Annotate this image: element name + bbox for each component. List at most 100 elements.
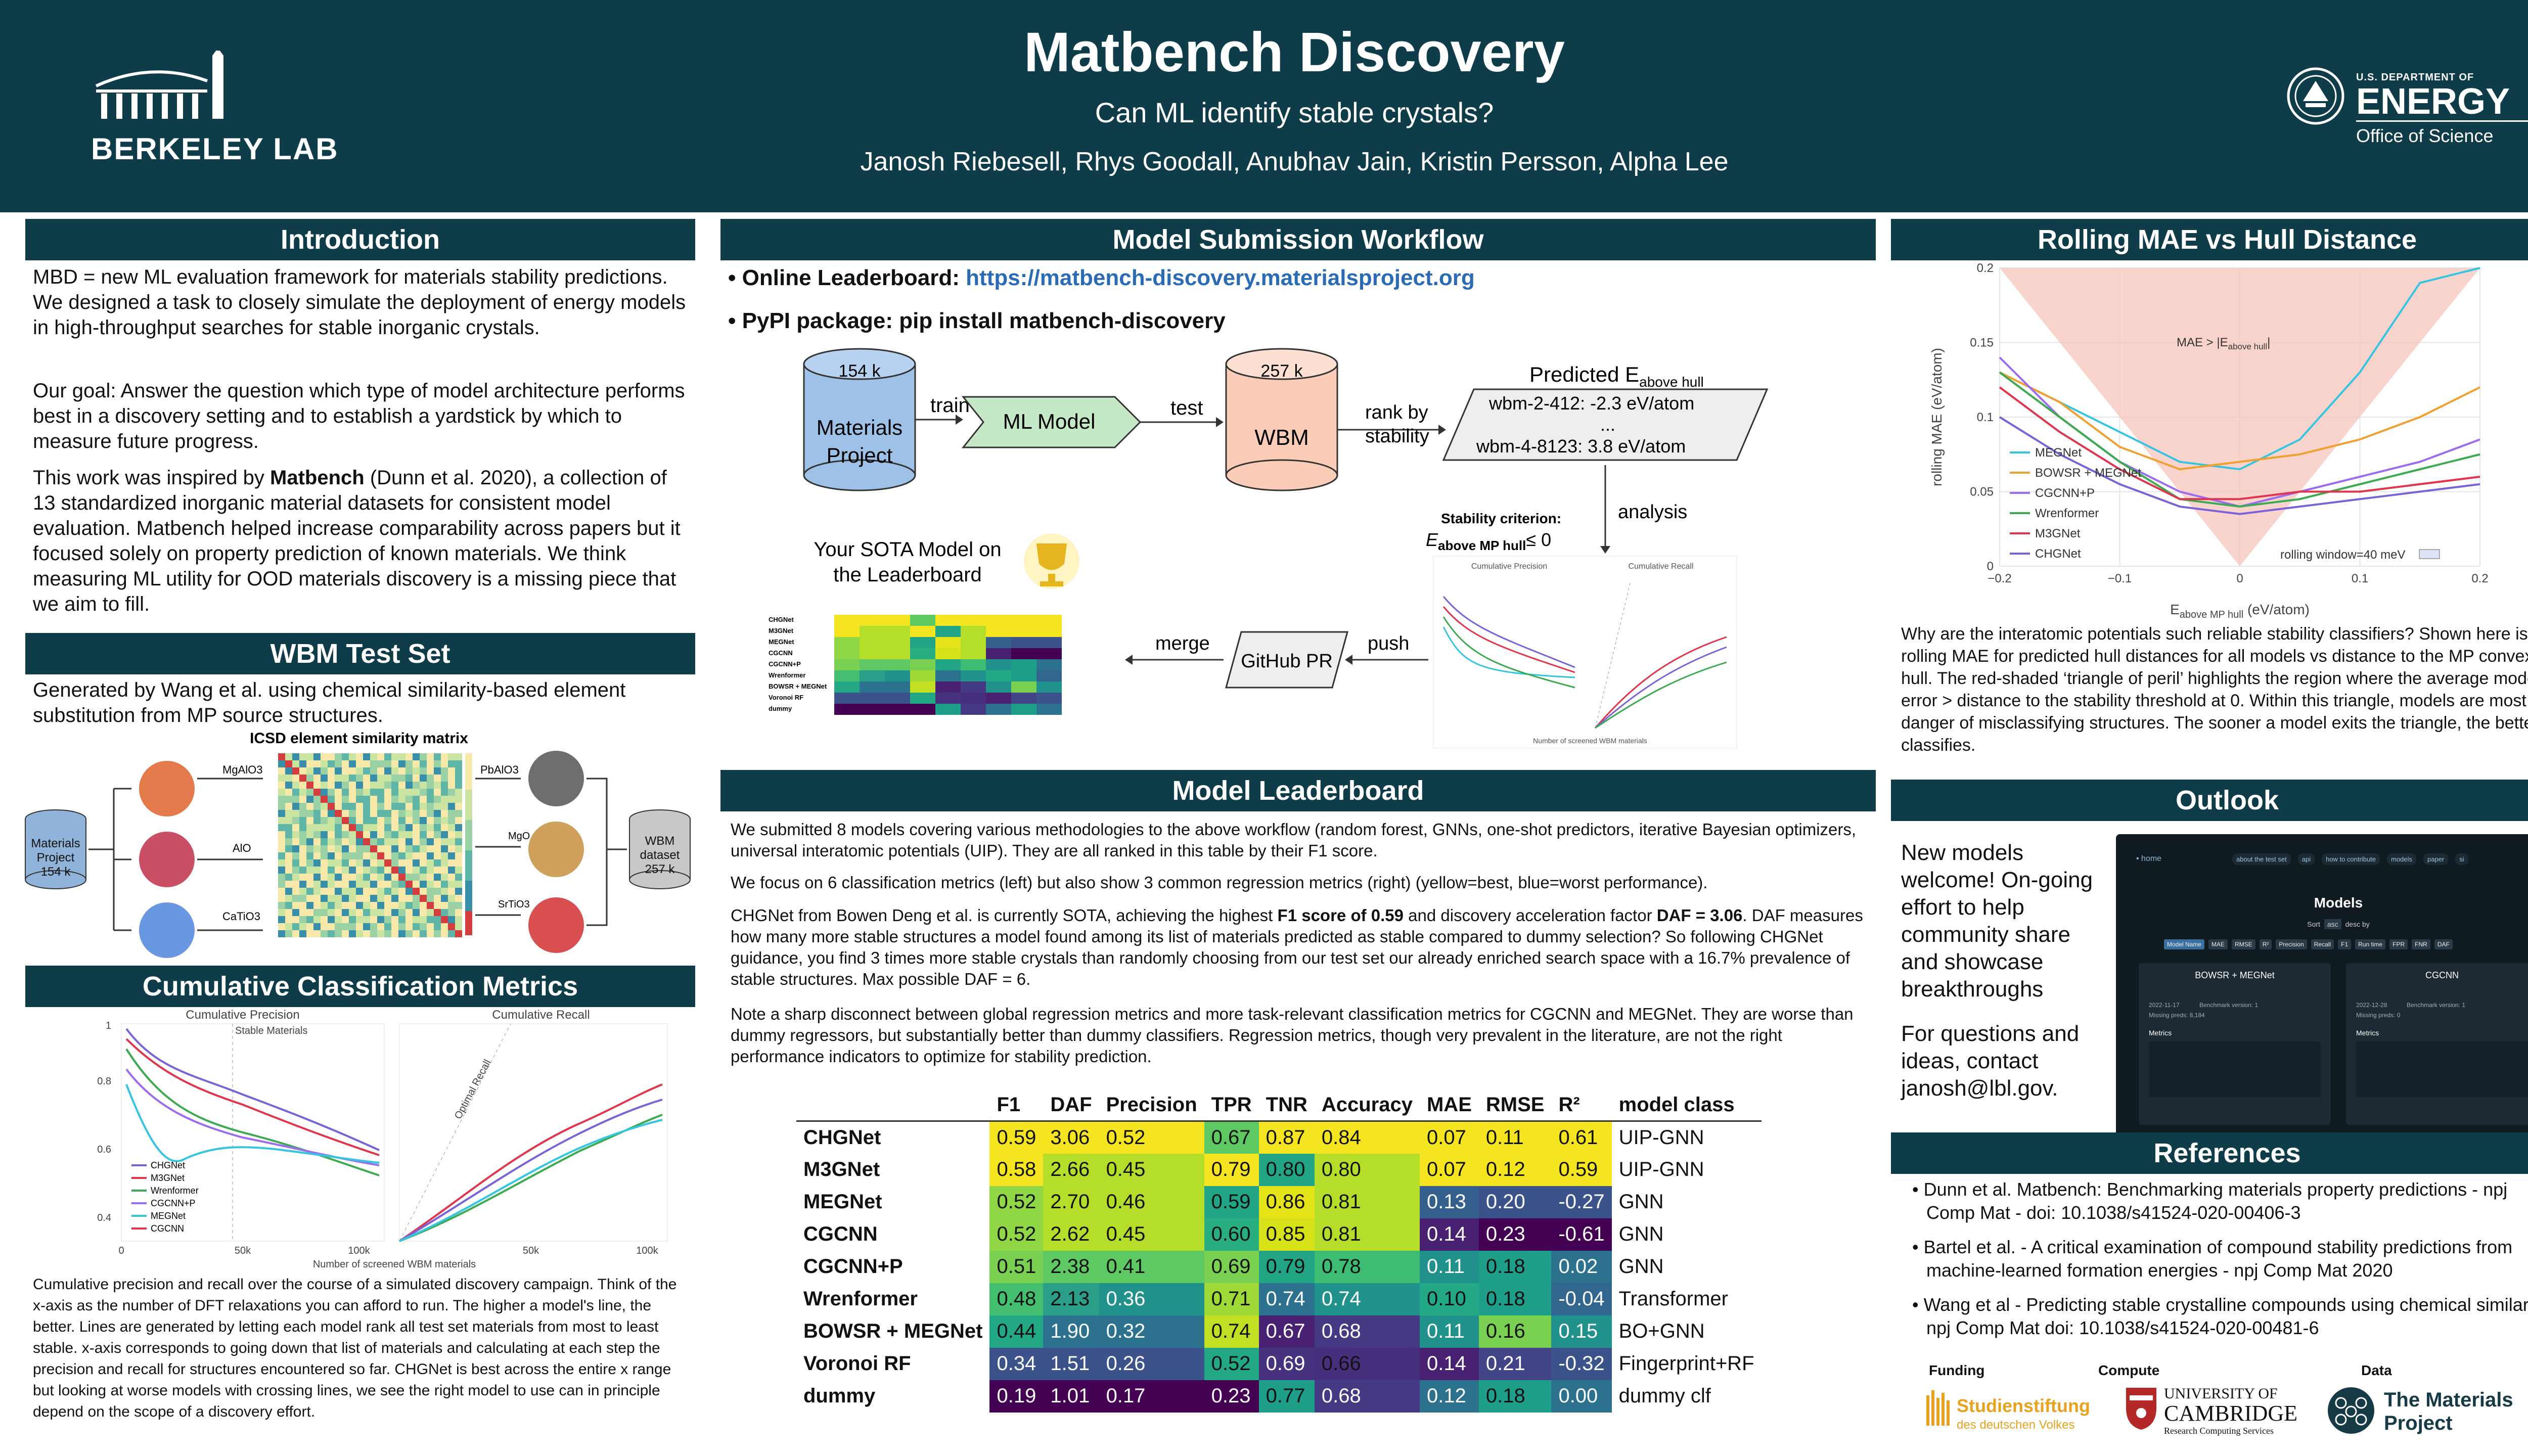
- heatmap-cell: [441, 888, 448, 895]
- heatmap-cell: [335, 881, 342, 888]
- heatmap-cell: [313, 753, 321, 760]
- table-row: dummy 0.19 1.01 0.17 0.23 0.77 0.68 0.12 0.18 0.0…: [796, 1380, 1762, 1413]
- dash-sort-tag[interactable]: FPR: [2389, 939, 2408, 949]
- heatmap-cell: [448, 923, 455, 930]
- mini-cell: [935, 704, 961, 715]
- heatmap-cell: [398, 796, 405, 803]
- heatmap-cell: [363, 782, 370, 789]
- leaderboard-link[interactable]: https://matbench-discovery.materialsproj…: [966, 265, 1475, 290]
- heatmap-cell: [349, 902, 356, 909]
- dash-sort-tag[interactable]: Precision: [2276, 939, 2307, 949]
- dash-sort-tag[interactable]: Recall: [2311, 939, 2334, 949]
- dash-card-2[interactable]: CGCNN 2022-12-28 Benchmark version: 1 Mi…: [2346, 963, 2528, 1125]
- heatmap-cell: [448, 810, 455, 817]
- dash-sort-tag[interactable]: RMSE: [2232, 939, 2255, 949]
- heatmap-cell: [448, 753, 455, 760]
- heatmap-cell: [427, 803, 434, 810]
- heatmap-cell: [285, 874, 292, 881]
- heatmap-cell: [398, 775, 405, 782]
- heatmap-cell: [313, 775, 321, 782]
- heatmap-cell: [349, 867, 356, 874]
- mini-cell: [961, 693, 986, 704]
- dash-nav-item[interactable]: paper: [2423, 853, 2449, 865]
- dash-sort-tag[interactable]: Model Name: [2164, 939, 2205, 949]
- heatmap-cell: [342, 916, 349, 923]
- mini-model-name: CGCNN: [769, 649, 793, 657]
- dash-home[interactable]: • home: [2136, 854, 2162, 863]
- heatmap-cell: [349, 838, 356, 845]
- mini-cell: [910, 615, 935, 626]
- heatmap-cell: [335, 824, 342, 831]
- heatmap-cell: [448, 824, 455, 831]
- heatmap-cell: [356, 902, 363, 909]
- colorbar-cell: [465, 814, 472, 820]
- heatmap-cell: [306, 845, 313, 852]
- materials-project-name-2: Project: [2384, 1412, 2453, 1434]
- heatmap-cell: [313, 930, 321, 937]
- heatmap-cell: [363, 831, 370, 838]
- dash-sort-tag[interactable]: MAE: [2208, 939, 2228, 949]
- heatmap-cell: [420, 888, 427, 895]
- rolling-ytick: 0: [1987, 560, 1994, 573]
- workflow-mp-count: 154 k: [838, 361, 881, 381]
- heatmap-cell: [441, 810, 448, 817]
- colorbar-cell: [465, 771, 472, 778]
- heatmap-cell: [434, 838, 441, 845]
- lb-model-class: Transformer: [1618, 1288, 1728, 1310]
- dash-sort-tag[interactable]: R²: [2259, 939, 2272, 949]
- heatmap-cell: [427, 852, 434, 859]
- heatmap-cell: [292, 824, 299, 831]
- heatmap-cell: [356, 775, 363, 782]
- dash-nav-item[interactable]: about the test set: [2232, 853, 2291, 865]
- heatmap-cell: [335, 902, 342, 909]
- dash-sort-tag[interactable]: Run time: [2355, 939, 2386, 949]
- dash-desc[interactable]: desc: [2345, 920, 2361, 928]
- heatmap-cell: [363, 930, 370, 937]
- heatmap-cell: [405, 852, 413, 859]
- rolling-ytick: 0.1: [1977, 411, 1994, 424]
- colorbar-cell: [465, 929, 472, 935]
- lb-cell: 2.38: [1043, 1250, 1099, 1283]
- rank-label-2: stability: [1365, 426, 1429, 447]
- heatmap-cell: [299, 810, 306, 817]
- heatmap-cell: [455, 824, 462, 831]
- dash-card-1[interactable]: BOWSR + MEGNet 2022-11-17 Benchmark vers…: [2139, 963, 2331, 1125]
- heatmap-cell: [413, 782, 420, 789]
- heatmap-cell: [455, 852, 462, 859]
- dash-nav-item[interactable]: models: [2387, 853, 2417, 865]
- dash-sort-tag[interactable]: F1: [2338, 939, 2352, 949]
- colorbar-cell: [465, 881, 472, 887]
- dash-sort-tag[interactable]: FNR: [2412, 939, 2430, 949]
- heatmap-cell: [321, 782, 328, 789]
- mini-cell: [834, 670, 860, 681]
- lb-p3c: and discovery acceleration factor: [1403, 906, 1657, 925]
- heatmap-cell: [328, 803, 335, 810]
- heatmap-cell: [420, 859, 427, 867]
- heatmap-cell: [285, 796, 292, 803]
- colorbar-cell: [465, 826, 472, 832]
- heatmap-cell: [398, 874, 405, 881]
- dash-asc[interactable]: asc: [2324, 919, 2341, 929]
- dash-nav-item[interactable]: how to contribute: [2322, 853, 2380, 865]
- leaderboard-paragraph-1: We submitted 8 models covering various m…: [731, 820, 1857, 860]
- heatmap-cell: [356, 838, 363, 845]
- dash-sort-tag[interactable]: DAF: [2434, 939, 2453, 949]
- heatmap-cell: [391, 775, 398, 782]
- dash-nav-item[interactable]: api: [2297, 853, 2315, 865]
- lb-model-class: UIP-GNN: [1618, 1158, 1704, 1180]
- dash-nav-item[interactable]: si: [2455, 853, 2468, 865]
- heatmap-cell: [455, 859, 462, 867]
- colorbar-cell: [465, 875, 472, 881]
- heatmap-cell: [285, 803, 292, 810]
- heatmap-cell: [349, 923, 356, 930]
- cum-recall-plot: [399, 1023, 668, 1242]
- heatmap-cell: [420, 824, 427, 831]
- heatmap-cell: [455, 888, 462, 895]
- heatmap-cell: [384, 859, 391, 867]
- heatmap-cell: [391, 881, 398, 888]
- heatmap-cell: [420, 874, 427, 881]
- lb-cell: 0.12: [1419, 1380, 1479, 1413]
- poster-subtitle: Can ML identify stable crystals?: [1095, 97, 1494, 128]
- heatmap-cell: [384, 888, 391, 895]
- heatmap-cell: [434, 782, 441, 789]
